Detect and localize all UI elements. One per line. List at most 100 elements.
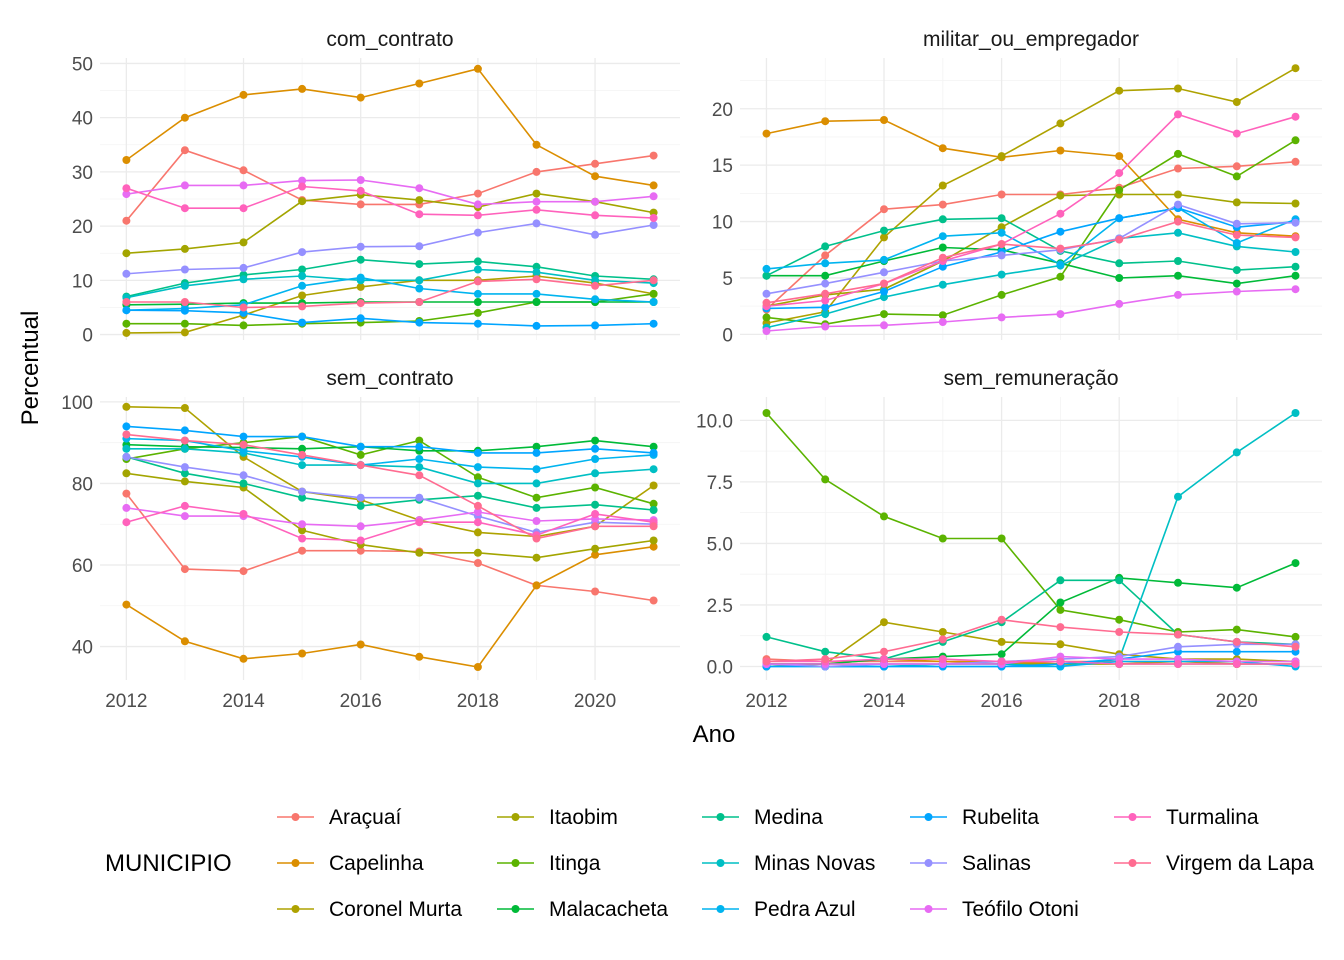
data-point: [532, 298, 541, 306]
data-point: [821, 296, 830, 305]
data-point: [938, 215, 947, 224]
data-point: [298, 526, 307, 535]
data-point: [415, 652, 424, 661]
y-tick-label: 0: [82, 326, 93, 347]
data-point: [298, 291, 307, 300]
data-point: [880, 321, 888, 330]
legend-label: Turmalina: [1166, 806, 1259, 829]
data-point: [415, 518, 424, 527]
data-point: [649, 442, 658, 451]
data-point: [938, 280, 947, 289]
data-point: [1115, 152, 1124, 161]
data-point: [298, 546, 307, 555]
data-point: [1232, 625, 1241, 634]
legend-item: Capelinha: [277, 852, 424, 875]
y-tick-label: 30: [72, 163, 93, 184]
series-line-Rubelita: [126, 309, 654, 327]
series-line-Itinga: [765, 412, 1296, 638]
data-point: [298, 84, 307, 93]
series-line-Salinas: [766, 203, 1296, 295]
data-point: [532, 581, 541, 590]
data-point: [591, 172, 600, 181]
legend-label: Coronel Murta: [329, 898, 462, 921]
data-point: [997, 190, 1006, 199]
data-point: [532, 448, 541, 457]
data-point: [473, 508, 482, 516]
data-point: [356, 186, 365, 195]
data-point: [356, 450, 365, 459]
data-point: [997, 270, 1006, 279]
data-point: [532, 465, 541, 474]
panel-title: sem_contrato: [326, 367, 453, 390]
data-point: [122, 184, 131, 193]
legend-key-point: [511, 859, 520, 867]
data-point: [1056, 191, 1065, 200]
data-point: [762, 298, 771, 307]
data-point: [997, 152, 1006, 161]
data-point: [356, 200, 365, 209]
y-axis-title: Percentual: [17, 311, 44, 426]
data-point: [880, 205, 888, 214]
data-point: [473, 211, 482, 220]
data-point: [1056, 605, 1065, 614]
y-tick-label: 15: [712, 156, 733, 177]
legend-title: MUNICIPIO: [105, 850, 232, 877]
data-point: [821, 117, 830, 126]
data-point: [298, 487, 307, 496]
data-point: [415, 455, 424, 463]
data-point: [356, 501, 365, 510]
data-point: [180, 565, 189, 574]
series-line-Araçuaí: [125, 493, 654, 602]
legend-label: Minas Novas: [754, 852, 875, 875]
data-point: [762, 327, 771, 335]
data-point: [938, 253, 947, 262]
series-line-Capelinha: [125, 545, 654, 668]
x-tick-label: 2014: [222, 691, 265, 712]
legend-item: Itaobim: [497, 806, 618, 829]
data-point: [122, 156, 131, 164]
data-point: [356, 255, 365, 264]
data-point: [649, 214, 658, 222]
legend-item: Rubelita: [910, 806, 1039, 829]
data-point: [1232, 287, 1241, 296]
legend-key-point: [1128, 859, 1137, 867]
data-point: [1291, 271, 1300, 280]
data-point: [1291, 248, 1300, 256]
x-tick-label: 2014: [863, 691, 906, 712]
data-point: [239, 204, 248, 213]
legend-item: Itinga: [497, 852, 601, 875]
data-point: [1115, 660, 1124, 668]
y-tick-label: 40: [72, 109, 93, 130]
data-point: [880, 310, 888, 319]
data-point: [1174, 164, 1182, 173]
series-line-Rubelita: [126, 425, 654, 454]
data-point: [762, 409, 771, 417]
data-point: [649, 536, 658, 545]
data-point: [239, 654, 248, 663]
data-point: [649, 181, 658, 190]
data-point: [997, 290, 1006, 299]
legend-key-point: [924, 813, 933, 821]
data-point: [1232, 279, 1241, 288]
data-point: [649, 221, 658, 229]
data-point: [298, 265, 307, 274]
data-point: [122, 489, 131, 498]
data-point: [473, 189, 482, 198]
data-point: [1115, 86, 1124, 95]
legend-key-point: [716, 859, 725, 867]
legend-item: Salinas: [910, 852, 1031, 875]
data-point: [180, 469, 189, 478]
data-point: [356, 93, 365, 102]
data-point: [591, 159, 600, 168]
legend-label: Itaobim: [549, 806, 618, 829]
data-point: [821, 259, 830, 268]
data-point: [180, 244, 189, 253]
data-point: [591, 230, 600, 239]
data-point: [239, 166, 248, 175]
y-tick-label: 10: [72, 271, 93, 292]
legend-key-point: [511, 813, 520, 821]
data-point: [591, 522, 600, 531]
series-line-Teófilo Otoni: [766, 655, 1296, 665]
data-point: [180, 436, 189, 445]
data-point: [1291, 632, 1300, 641]
